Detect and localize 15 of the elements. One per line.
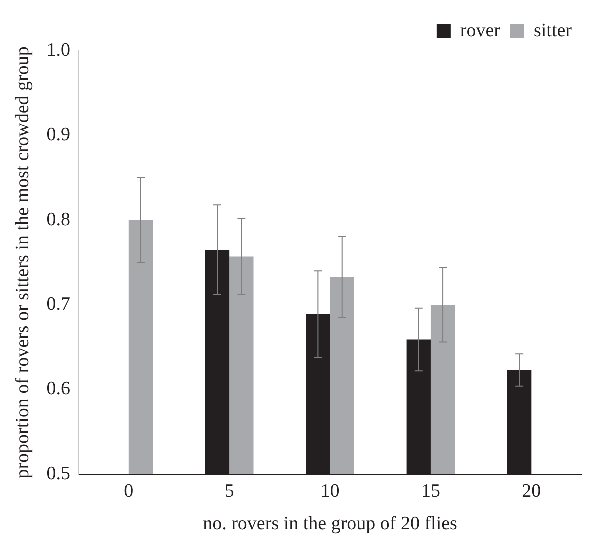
y-axis-title: proportion of rovers or sitters in the most crowded group bbox=[12, 46, 34, 479]
legend-label: rover bbox=[460, 20, 502, 42]
y-tick-label: 0.5 bbox=[46, 463, 71, 484]
x-tick-label: 10 bbox=[320, 480, 340, 502]
y-tick-label: 0.8 bbox=[46, 209, 71, 230]
y-tick-label: 0.9 bbox=[46, 124, 71, 146]
x-axis-title: no. rovers in the group of 20 flies bbox=[203, 514, 458, 535]
x-tick-label: 5 bbox=[224, 480, 234, 502]
y-tick-label: 1.0 bbox=[46, 40, 71, 61]
y-tick-label: 0.7 bbox=[46, 294, 71, 316]
x-tick-label: 15 bbox=[421, 480, 440, 502]
x-tick-label: 20 bbox=[522, 480, 542, 502]
legend-label: sitter bbox=[534, 20, 573, 42]
y-tick-label: 0.6 bbox=[46, 378, 71, 400]
x-tick-label: 0 bbox=[124, 480, 134, 502]
